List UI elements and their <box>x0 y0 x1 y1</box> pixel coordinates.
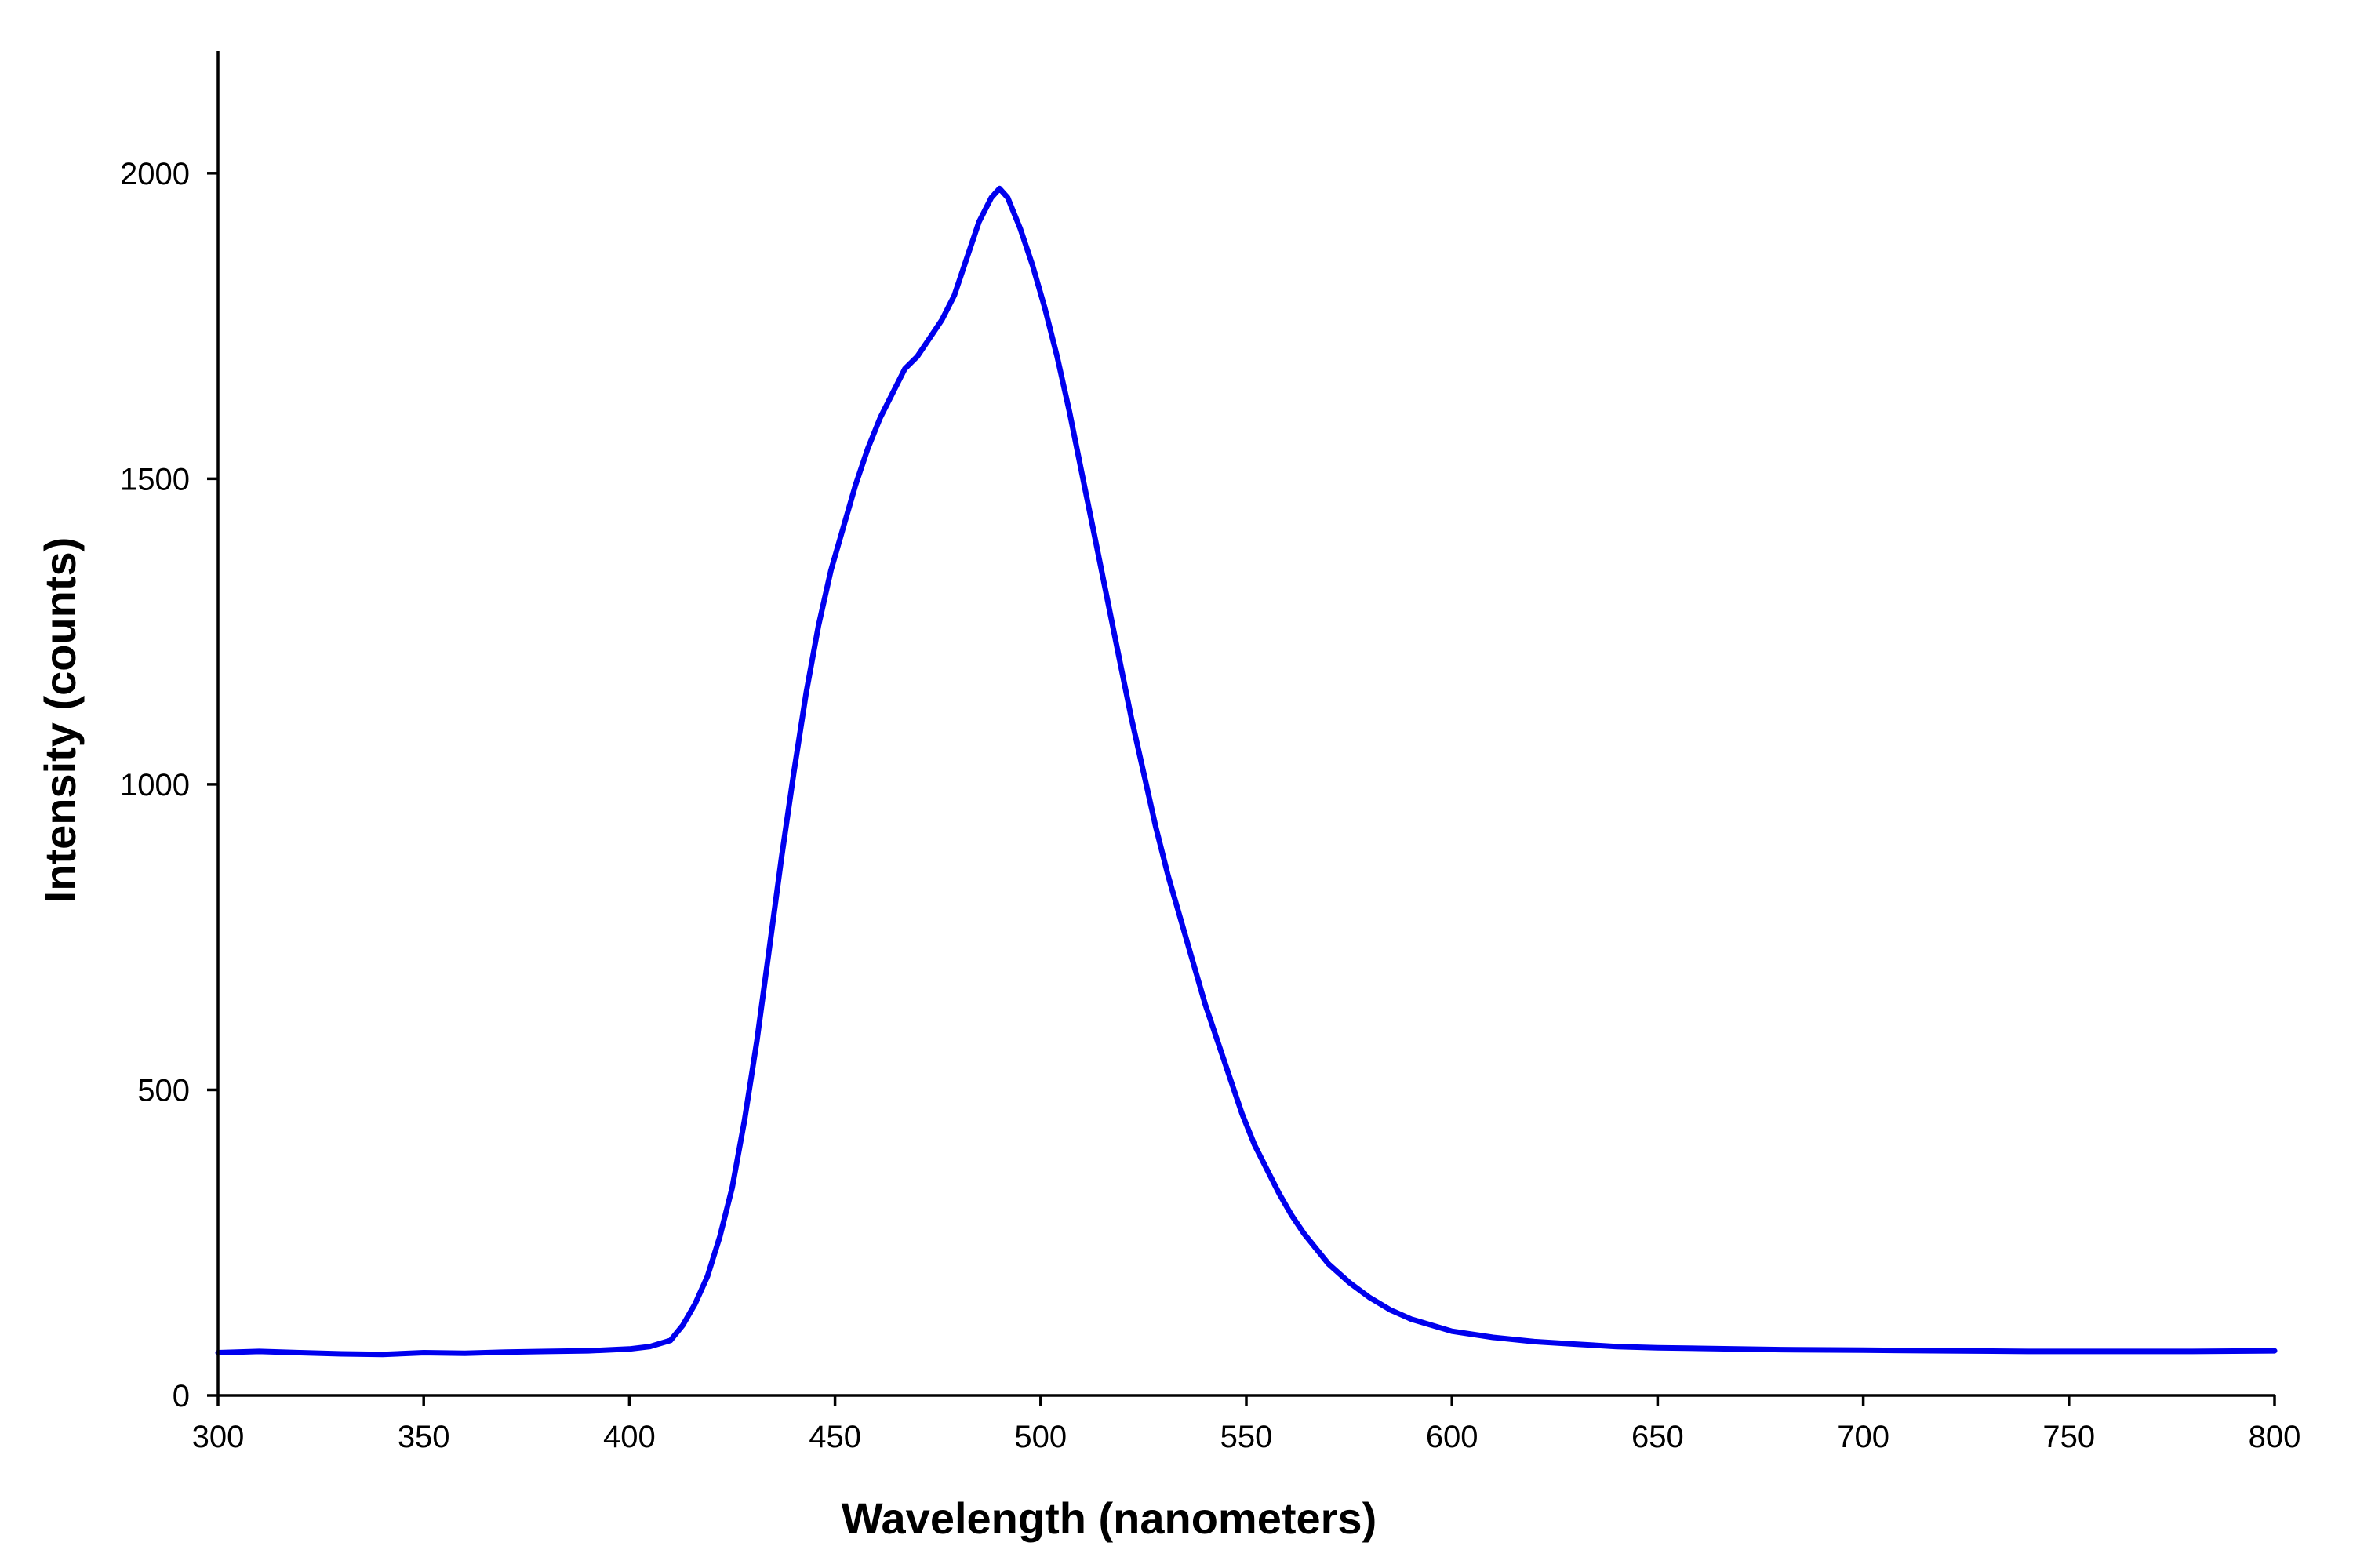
x-axis: 300 350 400 450 500 550 600 650 700 750 800 <box>192 1394 2301 1454</box>
y-tick-label: 1000 <box>120 768 190 802</box>
x-tick-label: 800 <box>2249 1420 2301 1454</box>
x-tick-label: 450 <box>809 1420 861 1454</box>
x-tick-label: 600 <box>1426 1420 1478 1454</box>
y-tick-label: 0 <box>173 1379 190 1413</box>
spectrum-series-line <box>215 185 2278 1358</box>
x-tick-label: 400 <box>603 1420 656 1454</box>
y-axis-title: Intensity (counts) <box>35 537 85 904</box>
x-tick-label: 700 <box>1837 1420 1889 1454</box>
y-tick-label: 2000 <box>120 157 190 191</box>
x-axis-title: Wavelength (nanometers) <box>842 1493 1377 1543</box>
x-tick-label: 650 <box>1631 1420 1684 1454</box>
x-tick-label: 750 <box>2042 1420 2095 1454</box>
x-tick-label: 350 <box>398 1420 450 1454</box>
x-tick-label: 550 <box>1220 1420 1273 1454</box>
y-axis: 0 500 1000 1500 2000 <box>120 51 220 1413</box>
x-tick-label: 300 <box>192 1420 245 1454</box>
plot-area <box>215 185 2278 1358</box>
y-tick-label: 500 <box>137 1073 190 1108</box>
x-tick-label: 500 <box>1014 1420 1067 1454</box>
y-tick-label: 1500 <box>120 462 190 497</box>
